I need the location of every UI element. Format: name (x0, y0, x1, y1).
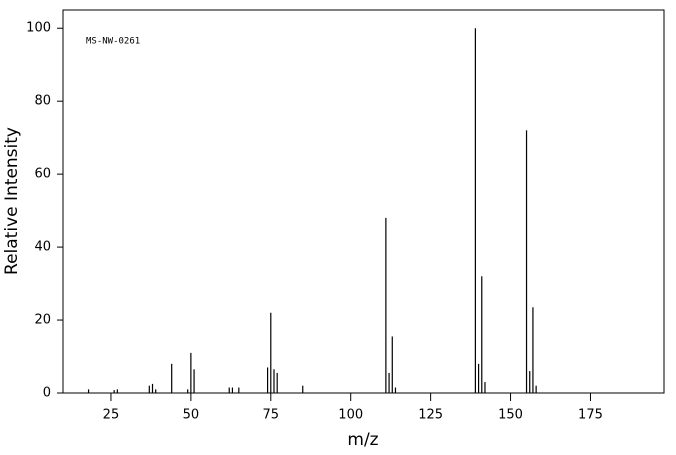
y-tick-label: 40 (34, 240, 51, 255)
x-tick-label: 25 (103, 408, 120, 423)
x-axis-label: m/z (347, 430, 378, 450)
x-tick-label: 175 (578, 408, 603, 423)
y-tick-label: 0 (43, 386, 51, 401)
y-tick-label: 100 (26, 21, 51, 36)
annotation: MS-NW-0261 (86, 37, 140, 47)
x-tick-label: 125 (418, 408, 443, 423)
plot-frame (62, 9, 665, 394)
y-tick-label: 80 (34, 94, 51, 109)
x-tick-label: 75 (263, 408, 280, 423)
x-tick-label: 100 (338, 408, 363, 423)
x-tick-label: 50 (183, 408, 200, 423)
y-axis-label: Relative Intensity (2, 127, 22, 275)
y-tick-label: 20 (34, 313, 51, 328)
x-tick-label: 150 (498, 408, 523, 423)
y-tick-label: 60 (34, 167, 51, 182)
